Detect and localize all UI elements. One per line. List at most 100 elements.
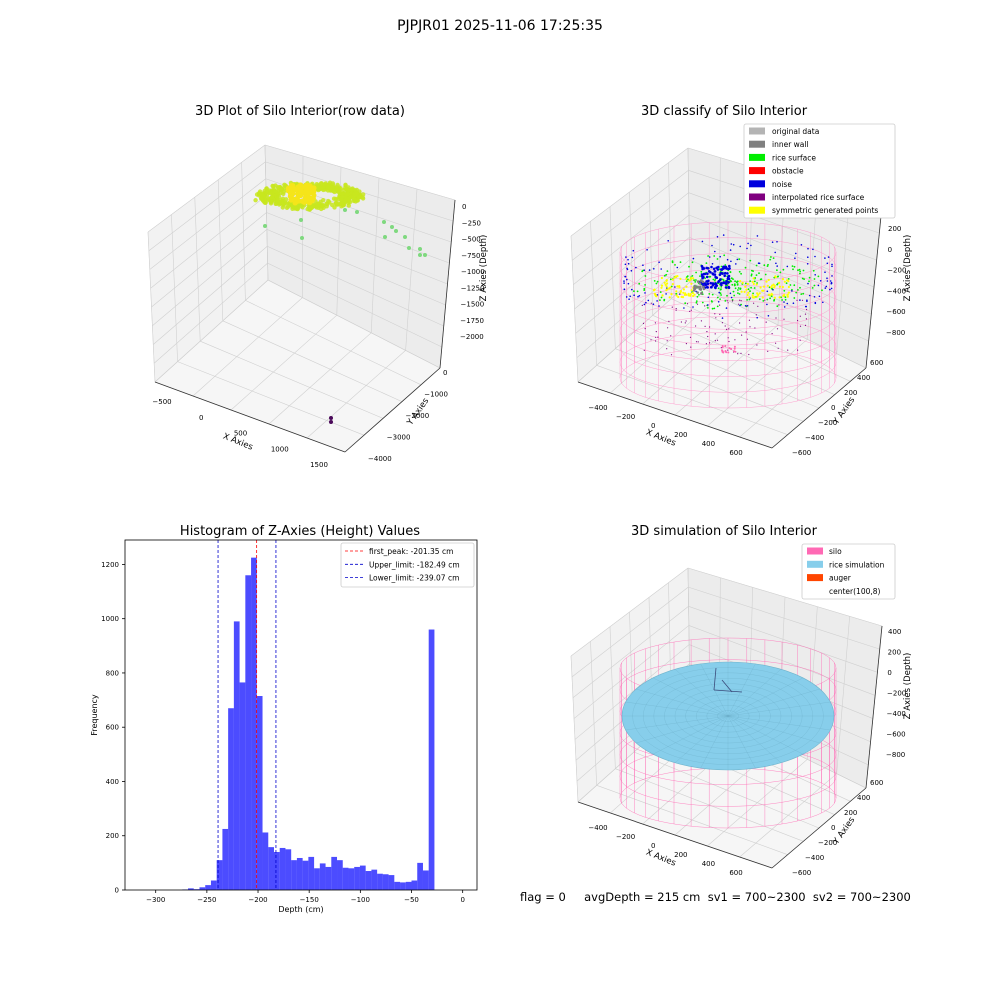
p2-symmetric-point [746,282,750,286]
p2-interpolated-point [739,299,741,301]
p2-interpolated-point [650,302,652,304]
p3-x-axis-label: Depth (cm) [278,905,323,914]
p2-rice-surface-point [636,290,639,293]
p2-noise-point [771,241,774,243]
p1-data-point [257,191,262,197]
p2-noise-cluster-point [727,286,731,290]
p2-symmetric-point [755,283,758,286]
p2-symmetric-point [745,288,748,291]
p4-y-tick-label: 0 [831,824,835,832]
p2-noise-point [808,294,811,297]
p2-interpolated-point [707,335,709,338]
p1-z-tick-label: −1250 [461,284,485,292]
plot1-3d-axes: −500 0 500 1000 1500 0 −1000 −2000 −3000 −4000 0 −2… [147,144,489,469]
p2-symmetric-point [765,280,768,283]
p3-x-tick-label: −200 [248,896,267,904]
p2-rice-surface-point [711,293,714,296]
p2-symmetric-point [682,291,685,294]
p2-legend-label: inner wall [772,140,809,149]
p2-rice-surface-point [738,270,741,273]
p2-symmetric-point [660,286,663,289]
p2-noise-cluster-point [719,278,722,281]
p1-data-point [345,191,351,197]
p2-rice-surface-point [707,307,709,309]
p3-bar [239,682,246,890]
p2-symmetric-point [665,279,668,282]
p2-noise-cluster-point [706,286,709,289]
p2-z-axis-label: Z Axies (Depth) [903,235,913,302]
p2-interpolated-point [804,313,807,315]
p2-rice-surface-point [643,287,646,290]
p2-rice-surface-point [653,280,656,282]
p1-z-tick-label: −2000 [460,333,484,341]
p2-x-tick-label: −400 [588,404,607,412]
p2-interpolated-point [666,340,668,342]
p2-symmetric-point [660,276,664,280]
p2-x-axis-line [577,381,773,449]
p2-rice-surface-point [730,277,733,280]
p4-legend-swatch [807,587,823,595]
p2-interpolated-point [705,343,708,345]
p2-noise-point [623,288,626,291]
p2-legend: original data inner wall rice surface obsta… [743,123,896,219]
p2-noise-cluster-point [711,282,715,285]
p2-noise-cluster-point [706,272,709,276]
p2-rice-surface-point [713,307,716,310]
p4-rice-grid-spoke [727,669,782,717]
p2-symmetric-point [787,280,790,283]
p2-interpolated-point [716,339,719,341]
p2-legend-label: rice surface [772,153,816,162]
p3-bar [251,557,257,890]
p2-rice-surface-point [766,298,769,301]
p1-outlier-point [383,235,387,239]
p3-bar [428,629,435,890]
p4-rice-grid-spoke [727,663,756,717]
p2-rice-surface-point [760,278,763,280]
p1-data-point [283,197,289,202]
p2-rice-surface-point [721,278,724,281]
p2-rice-surface-point [808,276,811,279]
p2-rice-surface-point [813,284,816,287]
p2-x-tick-label: 200 [674,431,687,439]
p2-noise-cluster-point [714,283,718,286]
p2-symmetric-point [670,293,673,296]
p2-rice-surface-point [671,260,674,262]
p2-symmetric-point [786,295,789,298]
p2-rice-surface-point [762,300,765,302]
p4-rice-grid-spoke [625,701,729,717]
p2-symmetric-point [692,277,695,280]
p2-symmetric-point [664,283,667,286]
p2-noise-point [794,257,796,260]
p1-data-point [269,195,275,200]
p1-data-point [343,182,348,187]
p2-interpolated-point [746,338,749,340]
p1-z-tick-label: 0 [462,203,466,211]
p2-symmetric-point [778,296,781,299]
p4-y-axis-line [771,787,867,869]
p2-noise-point [716,236,719,238]
p4-x-axis-label: X Axies [644,848,677,869]
p2-rice-surface-point [784,298,787,301]
p1-outlier-point [418,247,422,251]
p2-symmetric-point [781,278,785,281]
p2-interpolated-point [741,334,743,336]
p1-data-point [361,192,366,197]
p2-noise-point [831,265,833,268]
p4-rice-grid-spoke [636,715,729,744]
p4-y-tick-label: 400 [857,794,870,802]
p4-legend-label: center(100,8) [829,587,881,596]
p2-interpolated-point [748,319,751,321]
p4-x-tick-label: 600 [729,869,742,877]
p2-rice-surface-point [726,284,729,287]
p2-symmetric-point [690,289,693,292]
p4-rice-grid-spoke [727,701,831,717]
p2-interpolated-point [727,302,729,304]
p2-noise-point [647,299,650,302]
p2-legend-swatch [749,153,765,161]
p2-symmetric-point [759,286,762,289]
p3-bar [285,849,292,890]
p1-data-point [324,201,329,206]
p2-rice-surface-point [738,258,741,261]
p2-symmetric-point [778,281,781,284]
p3-x-tick-label: −250 [197,896,216,904]
